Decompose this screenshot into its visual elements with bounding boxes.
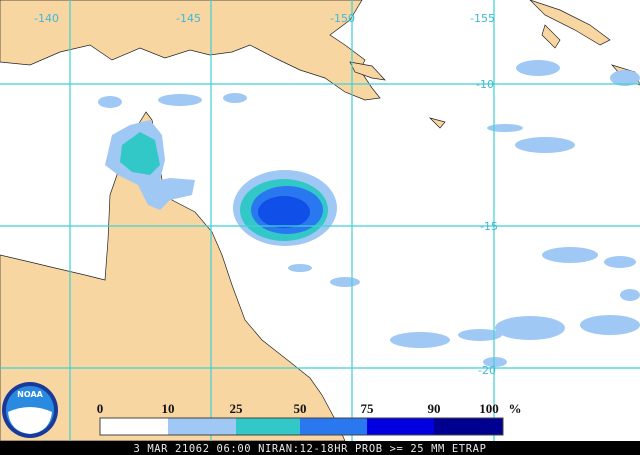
- precip-light: [580, 315, 640, 335]
- legend-swatch: [236, 418, 300, 435]
- precip-light: [390, 332, 450, 348]
- land-island: [349, 61, 386, 81]
- legend-swatch: [300, 418, 367, 435]
- precip-light: [288, 264, 312, 272]
- lat-label: -20: [478, 364, 496, 377]
- precip-high: [258, 196, 310, 228]
- logo-text: NOAA: [17, 390, 43, 399]
- lat-label: -10: [476, 78, 494, 91]
- precip-light: [620, 289, 640, 301]
- lon-label: -140: [34, 12, 59, 25]
- lat-label: -15: [480, 220, 498, 233]
- precip-light: [330, 277, 360, 287]
- land-island: [541, 24, 561, 49]
- precip-light: [604, 256, 636, 268]
- land-island: [529, 0, 611, 46]
- legend-label: 25: [230, 401, 244, 416]
- legend-label: 10: [162, 401, 175, 416]
- legend-swatch: [100, 418, 168, 435]
- precip-light: [223, 93, 247, 103]
- precip-light: [542, 247, 598, 263]
- precip-light: [495, 316, 565, 340]
- footer-bar: [0, 441, 640, 455]
- legend-label: 100: [479, 401, 499, 416]
- legend-unit: %: [509, 401, 522, 416]
- legend-label: 75: [361, 401, 375, 416]
- legend-label: 90: [428, 401, 441, 416]
- legend-frame: [99, 417, 504, 436]
- legend-label: 50: [294, 401, 307, 416]
- precip-areas: [98, 60, 640, 367]
- legend: 0 10 25 50 75 90 100 %: [97, 401, 522, 436]
- precip-light: [516, 60, 560, 76]
- noaa-logo: NOAA: [2, 382, 58, 438]
- legend-swatch: [367, 418, 434, 435]
- lon-label: -155: [470, 12, 495, 25]
- legend-swatch: [434, 418, 503, 435]
- precip-light: [610, 70, 640, 86]
- precip-medium: [120, 132, 160, 175]
- lon-label: -150: [330, 12, 355, 25]
- footer-text: 3 MAR 21062 06:00 NIRAN:12-18HR PROB >= …: [134, 443, 487, 455]
- lon-label: -145: [176, 12, 201, 25]
- precip-light: [515, 137, 575, 153]
- precip-light: [158, 94, 202, 106]
- land-island: [428, 117, 446, 129]
- land-new-guinea: [0, 0, 381, 101]
- precip-light: [487, 124, 523, 132]
- precip-light: [483, 357, 507, 367]
- precip-light: [98, 96, 122, 108]
- legend-label: 0: [97, 401, 104, 416]
- legend-swatch: [168, 418, 236, 435]
- grid: [0, 0, 640, 441]
- logo-wave: [8, 407, 52, 434]
- land-australia: [0, 111, 346, 442]
- precip-light: [458, 329, 502, 341]
